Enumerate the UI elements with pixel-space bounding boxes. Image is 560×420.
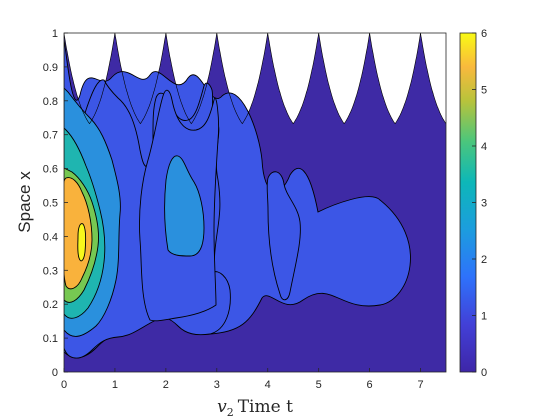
x-tick-label: 5	[316, 379, 322, 391]
y-axis-label: Space x	[15, 171, 34, 233]
y-tick-label: 0.2	[43, 299, 58, 311]
y-tick-label: 0.3	[43, 265, 58, 277]
y-tick-label: 0	[52, 367, 58, 379]
x-tick-label: 2	[163, 379, 169, 391]
colorbar-tick-label: 3	[481, 198, 487, 210]
domain-top-boundary	[64, 33, 446, 125]
colorbar-tick-label: 6	[481, 28, 487, 40]
colorbar-ticks: 0 1 2 3 4 5 6	[472, 28, 487, 379]
colorbar-tick-label: 0	[481, 367, 487, 379]
x-tick-label: 7	[417, 379, 423, 391]
x-tick-label: 3	[214, 379, 220, 391]
x-tick-label: 0	[61, 379, 67, 391]
level-1-island-t4	[266, 171, 301, 301]
y-tick-label: 0.1	[43, 333, 58, 345]
colorbar-tick-label: 1	[481, 311, 487, 323]
x-tick-label: 1	[112, 379, 118, 391]
y-tick-label: 0.6	[43, 164, 58, 176]
x-axis-label: v2 Time t	[217, 397, 293, 419]
y-tick-label: 0.4	[43, 231, 58, 243]
colorbar: 0 1 2 3 4 5 6	[459, 28, 487, 379]
level-6-region	[77, 223, 87, 262]
y-axis: 0 0.1 0.2 0.3 0.4 0.5 0.6 0.7 0.8 0.9 1	[43, 28, 68, 379]
y-tick-label: 1	[52, 28, 58, 40]
y-tick-label: 0.5	[43, 198, 58, 210]
plot-area	[64, 33, 446, 372]
x-tick-label: 6	[367, 379, 373, 391]
colorbar-tick-label: 5	[481, 85, 487, 97]
y-tick-label: 0.9	[43, 62, 58, 74]
x-tick-label: 4	[265, 379, 271, 391]
x-axis: 0 1 2 3 4 5 6 7	[61, 368, 424, 391]
colorbar-tick-label: 4	[481, 141, 487, 153]
colorbar-tick-label: 2	[481, 254, 487, 266]
y-tick-label: 0.7	[43, 130, 58, 142]
level-2-lobe-t2	[164, 155, 205, 257]
y-tick-label: 0.8	[43, 96, 58, 108]
